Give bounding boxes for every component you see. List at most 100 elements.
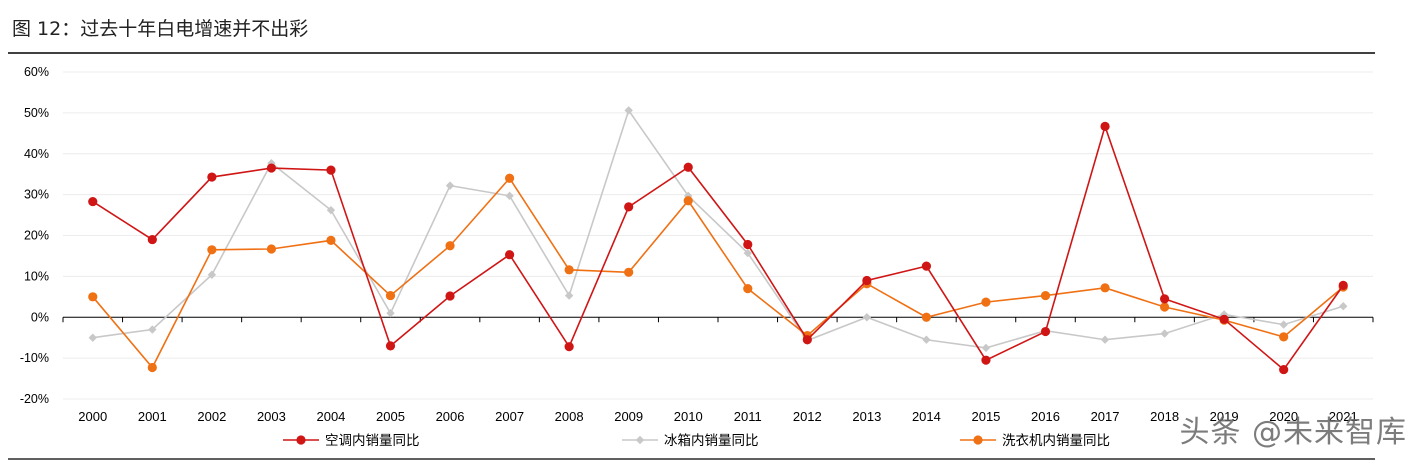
data-point (326, 165, 336, 175)
legend-marker (296, 435, 306, 445)
x-tick-label: 2010 (674, 409, 703, 424)
page-title: 图 12：过去十年白电增速并不出彩 (12, 18, 309, 40)
x-tick-label: 2011 (734, 409, 762, 424)
data-point (445, 241, 455, 251)
data-point (1160, 329, 1169, 338)
x-tick-label: 2009 (614, 409, 643, 424)
data-point (624, 106, 633, 115)
data-point (148, 325, 157, 334)
data-point (1040, 290, 1051, 301)
data-point (1279, 320, 1288, 329)
x-tick-label: 2007 (495, 409, 524, 424)
data-point (862, 313, 872, 322)
y-tick-label: 60% (24, 65, 49, 79)
x-tick-label: 2020 (1269, 409, 1298, 424)
data-point (385, 290, 396, 301)
x-tick-label: 2021 (1329, 409, 1358, 424)
data-point (862, 275, 872, 286)
data-point (1219, 314, 1229, 324)
data-point (207, 245, 217, 255)
data-point (504, 250, 515, 260)
data-point (921, 261, 932, 271)
legend-label: 洗衣机内销量同比 (1002, 433, 1110, 448)
data-point (1100, 335, 1110, 344)
data-point (624, 202, 634, 212)
data-point (147, 234, 157, 245)
data-point (743, 284, 753, 294)
data-point (1159, 294, 1170, 304)
data-point (921, 312, 932, 322)
data-point (802, 335, 812, 345)
data-point (981, 343, 991, 353)
x-tick-label: 2016 (1031, 409, 1060, 424)
x-tick-label: 2019 (1210, 409, 1239, 424)
data-point (326, 205, 336, 215)
data-point (445, 291, 455, 301)
x-tick-label: 2017 (1091, 409, 1120, 424)
x-tick-label: 2012 (793, 409, 822, 424)
data-point (1159, 302, 1170, 312)
data-point (564, 291, 574, 300)
data-point (505, 191, 514, 201)
x-tick-label: 2014 (912, 409, 941, 424)
x-tick-label: 2000 (78, 409, 107, 424)
data-point (326, 235, 336, 246)
data-point (564, 265, 574, 275)
legend-marker (973, 435, 983, 445)
legend-label: 空调内销量同比 (325, 433, 420, 448)
x-tick-label: 2015 (971, 409, 1000, 424)
legend-label: 冰箱内销量同比 (664, 433, 759, 448)
y-tick-label: 10% (24, 269, 49, 283)
x-tick-label: 2013 (852, 409, 881, 424)
data-point (981, 297, 991, 307)
legend: 空调内销量同比 冰箱内销量同比 洗衣机内销量同比 (283, 433, 1110, 448)
data-point (386, 308, 395, 318)
watermark-text: 头条 @未来智库 (1179, 415, 1407, 450)
data-point (445, 181, 455, 190)
x-tick-label: 2008 (555, 409, 584, 424)
data-point (1339, 302, 1348, 311)
y-tick-label: 20% (24, 229, 49, 243)
data-point (1040, 326, 1051, 337)
data-point (683, 196, 693, 206)
x-tick-label: 2003 (257, 409, 286, 424)
data-point (1100, 121, 1110, 131)
data-point (1279, 332, 1289, 342)
data-point (504, 173, 515, 183)
x-tick-label: 2002 (197, 409, 226, 424)
data-point (1279, 364, 1289, 375)
data-point (683, 162, 693, 172)
x-axis: 2000 2001 2002 2003 2004 2005 2006 2007 2008 2009… (62, 316, 1374, 424)
series-line (92, 123, 1344, 371)
data-point (266, 244, 277, 254)
x-tick-label: 2005 (376, 409, 405, 424)
data-point (981, 355, 991, 365)
data-point (624, 267, 634, 277)
legend-marker (635, 435, 645, 445)
data-point (207, 270, 217, 279)
data-point (88, 333, 97, 342)
data-point (385, 341, 396, 351)
data-point (1338, 280, 1348, 290)
series-layer (88, 106, 1348, 375)
y-tick-label: -20% (20, 392, 49, 406)
data-point (207, 172, 217, 182)
data-point (147, 362, 157, 373)
data-point (1100, 283, 1110, 293)
data-point (743, 248, 752, 258)
x-tick-label: 2006 (436, 409, 465, 424)
data-point (743, 239, 753, 250)
grid-layer (63, 71, 1373, 400)
y-tick-label: 40% (24, 147, 49, 161)
y-tick-label: 50% (24, 106, 49, 120)
y-tick-label: 0% (31, 310, 49, 324)
x-tick-label: 2004 (316, 409, 345, 424)
data-point (88, 196, 98, 207)
y-tick-label: 30% (24, 188, 49, 202)
data-point (266, 163, 277, 173)
data-point (564, 342, 574, 352)
y-tick-label: -10% (20, 351, 49, 365)
data-point (922, 335, 931, 344)
data-point (88, 292, 98, 302)
